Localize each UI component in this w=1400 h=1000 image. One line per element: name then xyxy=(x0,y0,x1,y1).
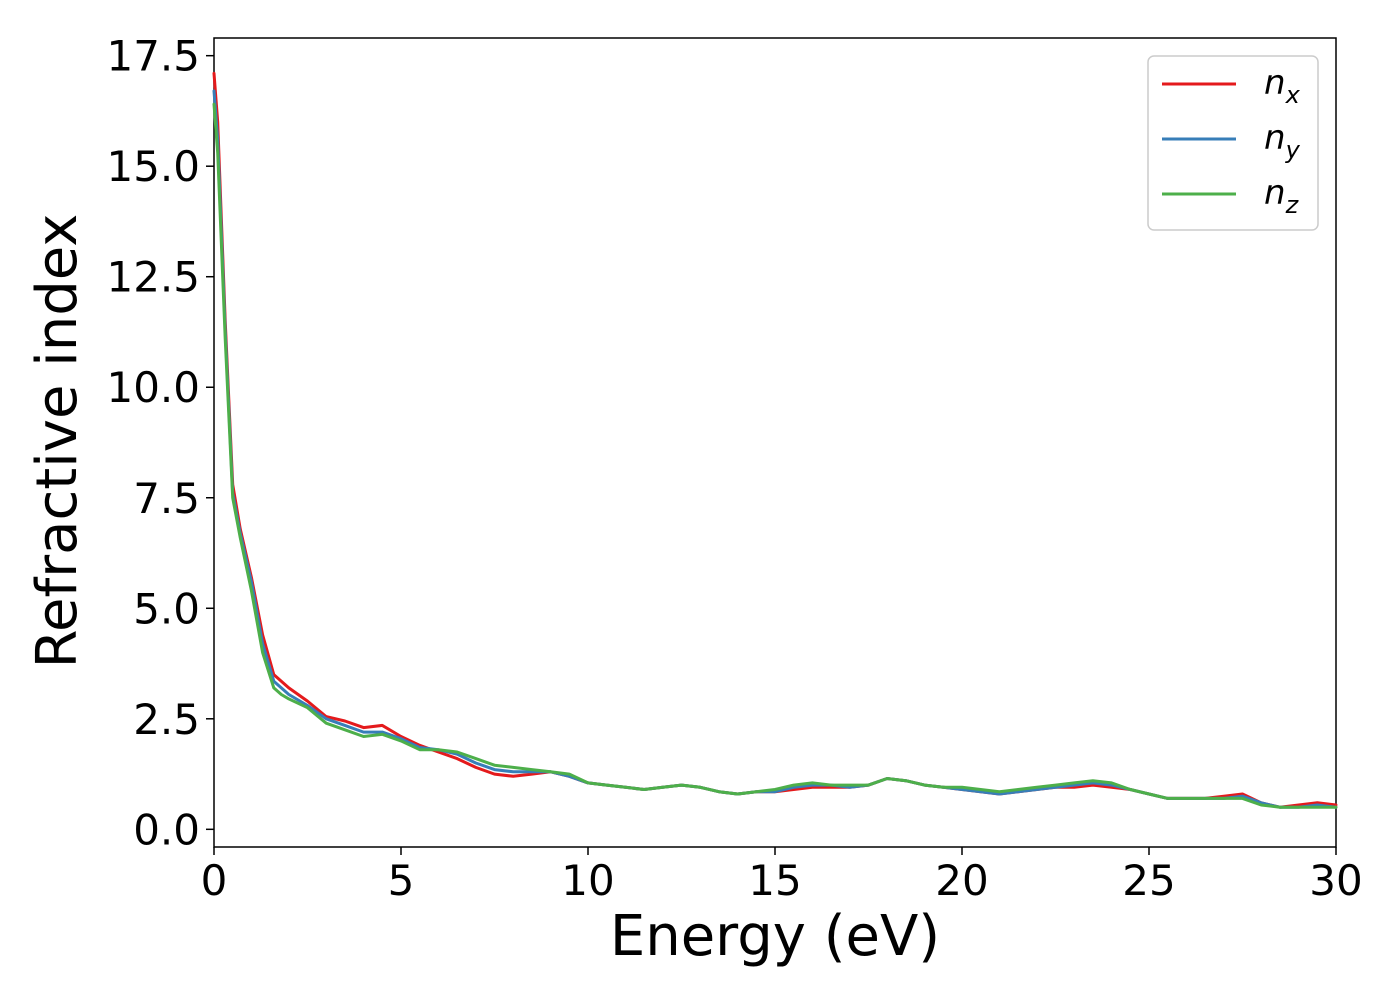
y-tick-label: 15.0 xyxy=(106,142,200,191)
y-tick-label: 10.0 xyxy=(106,363,200,412)
legend-label-base: n xyxy=(1264,63,1286,103)
y-tick-label: 5.0 xyxy=(133,584,200,633)
series-line-n-z xyxy=(212,102,1338,809)
y-tick-label: 0.0 xyxy=(133,805,200,854)
y-axis: 0.0 2.5 5.0 7.5 10.0 12.5 15.0 17.5 xyxy=(106,32,214,854)
legend-label-subscript: x xyxy=(1285,81,1301,109)
legend-frame xyxy=(1147,55,1319,231)
x-tick-label: 30 xyxy=(1309,856,1362,905)
x-axis-title: Energy (eV) xyxy=(610,904,940,969)
legend-label-base: n xyxy=(1264,173,1286,213)
y-tick-label: 17.5 xyxy=(106,32,200,81)
y-tick-label: 2.5 xyxy=(133,695,200,744)
x-tick-label: 5 xyxy=(388,856,415,905)
x-axis: 0 5 10 15 20 25 30 xyxy=(201,847,1363,905)
legend-label-n-x: nx xyxy=(1264,63,1301,109)
y-axis-title: Refractive index xyxy=(25,214,90,669)
legend-label-n-y: ny xyxy=(1264,118,1301,164)
legend-label-subscript: y xyxy=(1285,136,1301,164)
x-tick-label: 15 xyxy=(748,856,801,905)
series-group xyxy=(212,71,1338,809)
legend-label-base: n xyxy=(1264,118,1286,158)
x-tick-label: 0 xyxy=(201,856,228,905)
x-tick-label: 25 xyxy=(1122,856,1175,905)
x-tick-label: 20 xyxy=(935,856,988,905)
legend-label-n-z: nz xyxy=(1264,173,1300,219)
y-tick-label: 12.5 xyxy=(106,253,200,302)
x-tick-label: 10 xyxy=(561,856,614,905)
y-tick-label: 7.5 xyxy=(133,474,200,523)
legend-label-subscript: z xyxy=(1285,191,1300,219)
